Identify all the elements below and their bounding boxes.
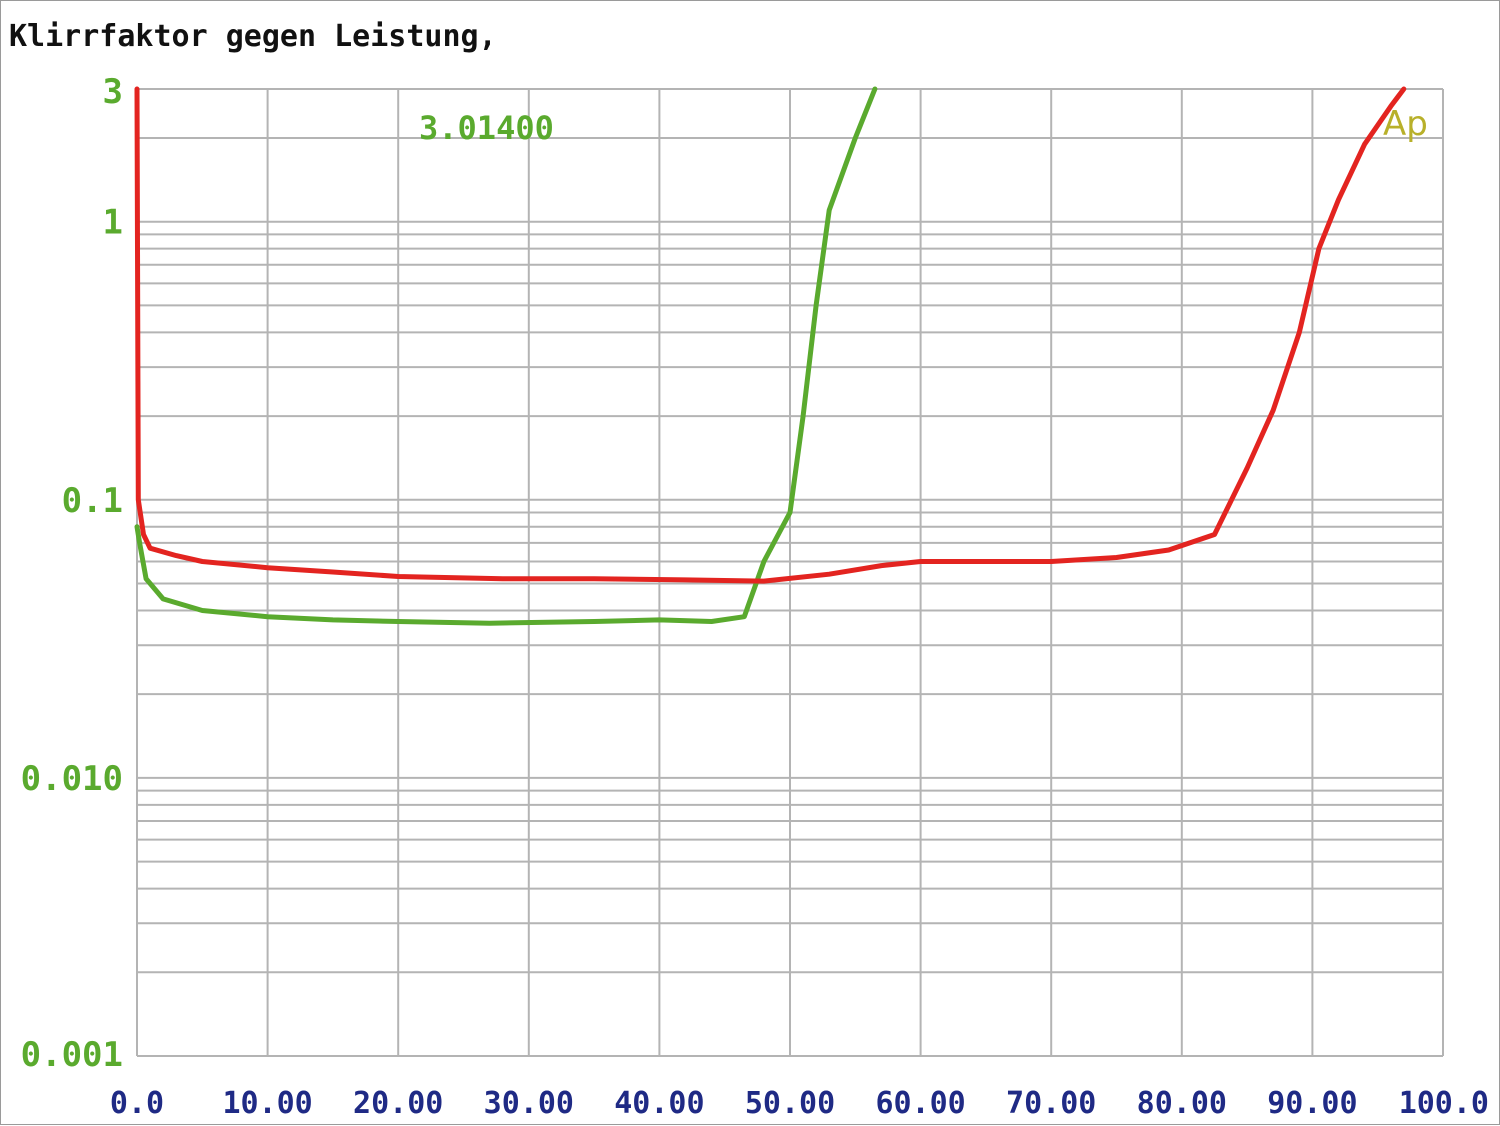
- y-tick-label: 0.001: [21, 1035, 123, 1075]
- y-axis-ticks: 3 1 0.1 0.010 0.001: [21, 72, 123, 1075]
- x-tick-label: 80.00: [1137, 1086, 1227, 1121]
- x-tick-label: 40.00: [614, 1086, 704, 1121]
- series-line-2: [134, 86, 1407, 584]
- x-tick-label: 70.00: [1006, 1086, 1096, 1121]
- x-tick-label: 50.00: [745, 1086, 835, 1121]
- ap-logo: Ap: [1383, 104, 1428, 144]
- cursor-readout: 3.01400: [419, 109, 554, 147]
- x-tick-label: 60.00: [875, 1086, 965, 1121]
- y-tick-label: 1: [103, 203, 123, 243]
- x-tick-label: 0.0: [110, 1086, 164, 1121]
- chart-series: [134, 86, 1407, 626]
- chart-grid: [136, 88, 1444, 1057]
- y-tick-label: 3: [103, 72, 123, 112]
- chart-title: Klirrfaktor gegen Leistung,: [9, 19, 497, 54]
- x-tick-label: 100.0: [1399, 1086, 1489, 1121]
- series-line-1: [134, 86, 878, 626]
- x-axis-ticks: 0.0 10.00 20.00 30.00 40.00 50.00 60.00 70.00 80…: [110, 1086, 1489, 1121]
- x-tick-label: 30.00: [484, 1086, 574, 1121]
- x-tick-label: 20.00: [353, 1086, 443, 1121]
- x-tick-label: 10.00: [222, 1086, 312, 1121]
- y-tick-label: 0.1: [62, 481, 123, 521]
- y-tick-label: 0.010: [21, 759, 123, 799]
- x-tick-label: 90.00: [1267, 1086, 1357, 1121]
